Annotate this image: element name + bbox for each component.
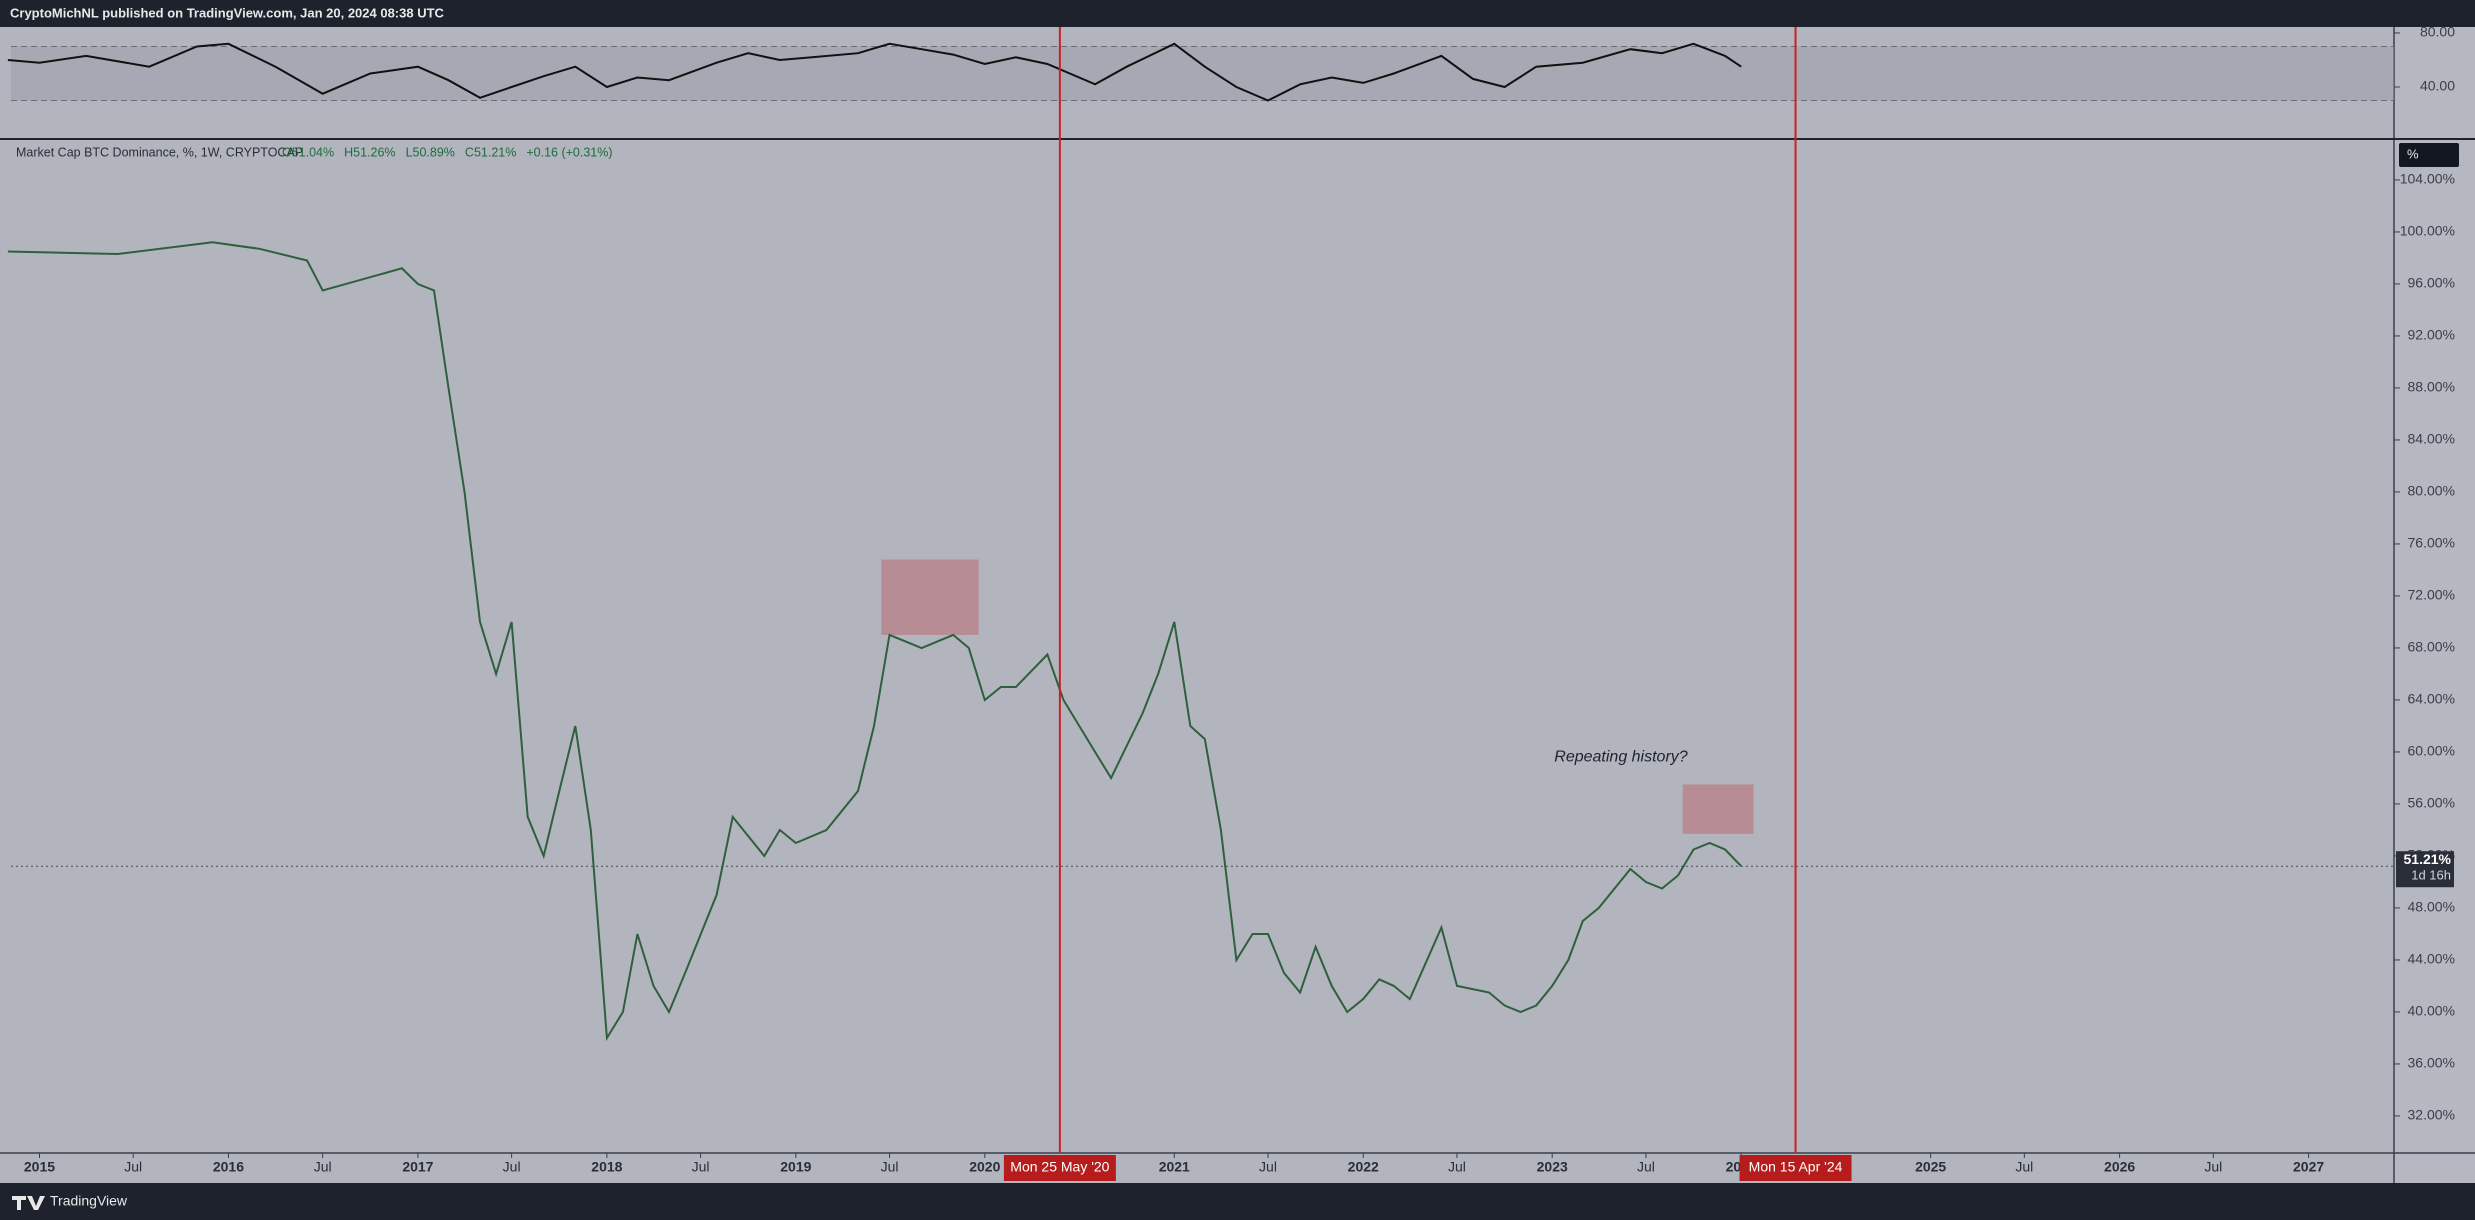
x-tick-label: Jul (1259, 1159, 1277, 1175)
last-price-label: 51.21% (2404, 851, 2452, 867)
y-tick-label: 80.00 (2420, 24, 2455, 40)
price-axis-background (2394, 27, 2475, 1183)
series-line (7, 241, 1742, 1042)
last-price-box (2396, 851, 2454, 888)
y-tick-label: 32.00% (2408, 1107, 2455, 1123)
y-tick-label: 72.00% (2408, 587, 2455, 603)
y-tick-label: 84.00% (2408, 431, 2455, 447)
y-tick-label: 48.00% (2408, 899, 2455, 915)
highlight-box (881, 559, 979, 635)
x-tick-label: 2015 (24, 1159, 55, 1175)
marker-label-box (1003, 1155, 1116, 1181)
y-tick-label: 40.00 (2420, 78, 2455, 94)
marker-label-box (1739, 1155, 1852, 1181)
y-tick-label: 104.00% (2400, 171, 2455, 187)
x-tick-label: Jul (1448, 1159, 1466, 1175)
tradingview-logo[interactable] (12, 1196, 45, 1210)
annotation: Repeating history? (1554, 748, 1688, 765)
x-tick-label: 2019 (780, 1159, 811, 1175)
x-tick-label: Jul (503, 1159, 521, 1175)
top-bar (0, 0, 2475, 27)
y-tick-label: 64.00% (2408, 691, 2455, 707)
legend-value: C51.21% (465, 145, 516, 159)
y-tick-label: 40.00% (2408, 1003, 2455, 1019)
footer-bar (0, 1183, 2475, 1220)
legend-value: L50.89% (406, 145, 455, 159)
x-tick-label: Jul (692, 1159, 710, 1175)
countdown-label: 1d 16h (2411, 868, 2451, 883)
y-tick-label: 60.00% (2408, 743, 2455, 759)
x-tick-label: 2016 (213, 1159, 244, 1175)
y-tick-label: 80.00% (2408, 483, 2455, 499)
x-tick-label: Jul (314, 1159, 332, 1175)
y-tick-label: 36.00% (2408, 1055, 2455, 1071)
x-tick-label: 2017 (402, 1159, 433, 1175)
legend-value: O51.04% (282, 145, 334, 159)
x-tick-label: 2025 (1915, 1159, 1946, 1175)
x-tick-label: Jul (124, 1159, 142, 1175)
marker-label: Mon 25 May '20 (1010, 1159, 1109, 1175)
x-tick-label: 2026 (2104, 1159, 2135, 1175)
x-tick-label: 2027 (2293, 1159, 2324, 1175)
highlight-box (1682, 784, 1754, 834)
scale-button-label[interactable]: % (2407, 146, 2419, 161)
y-tick-label: 88.00% (2408, 379, 2455, 395)
x-tick-label: 2021 (1159, 1159, 1190, 1175)
header: CryptoMichNL published on TradingView.co… (10, 5, 445, 20)
legend-title: Market Cap BTC Dominance, %, 1W, CRYPTOC… (16, 145, 303, 159)
x-tick-label: Jul (2204, 1159, 2222, 1175)
x-tick-label: 2018 (591, 1159, 622, 1175)
y-tick-label: 96.00% (2408, 275, 2455, 291)
x-tick-label: 2023 (1537, 1159, 1568, 1175)
x-tick-label: Jul (1637, 1159, 1655, 1175)
y-tick-label: 100.00% (2400, 223, 2455, 239)
y-tick-label: 44.00% (2408, 951, 2455, 967)
x-tick-label: Jul (881, 1159, 899, 1175)
chart-background (0, 27, 2475, 1183)
series-line (7, 42, 1742, 102)
scale-button[interactable] (2399, 143, 2459, 167)
marker-label: Mon 15 Apr '24 (1749, 1159, 1843, 1175)
legend-value: H51.26% (344, 145, 395, 159)
y-tick-label: 56.00% (2408, 795, 2455, 811)
x-tick-label: 2020 (969, 1159, 1000, 1175)
x-tick-label: Jul (2015, 1159, 2033, 1175)
rsi-band (11, 46, 2394, 101)
footer-brand[interactable]: TradingView (50, 1193, 128, 1209)
legend-value: +0.16 (+0.31%) (526, 145, 612, 159)
y-tick-label: 92.00% (2408, 327, 2455, 343)
y-tick-label: 76.00% (2408, 535, 2455, 551)
y-tick-label: 68.00% (2408, 639, 2455, 655)
x-tick-label: 2022 (1348, 1159, 1379, 1175)
